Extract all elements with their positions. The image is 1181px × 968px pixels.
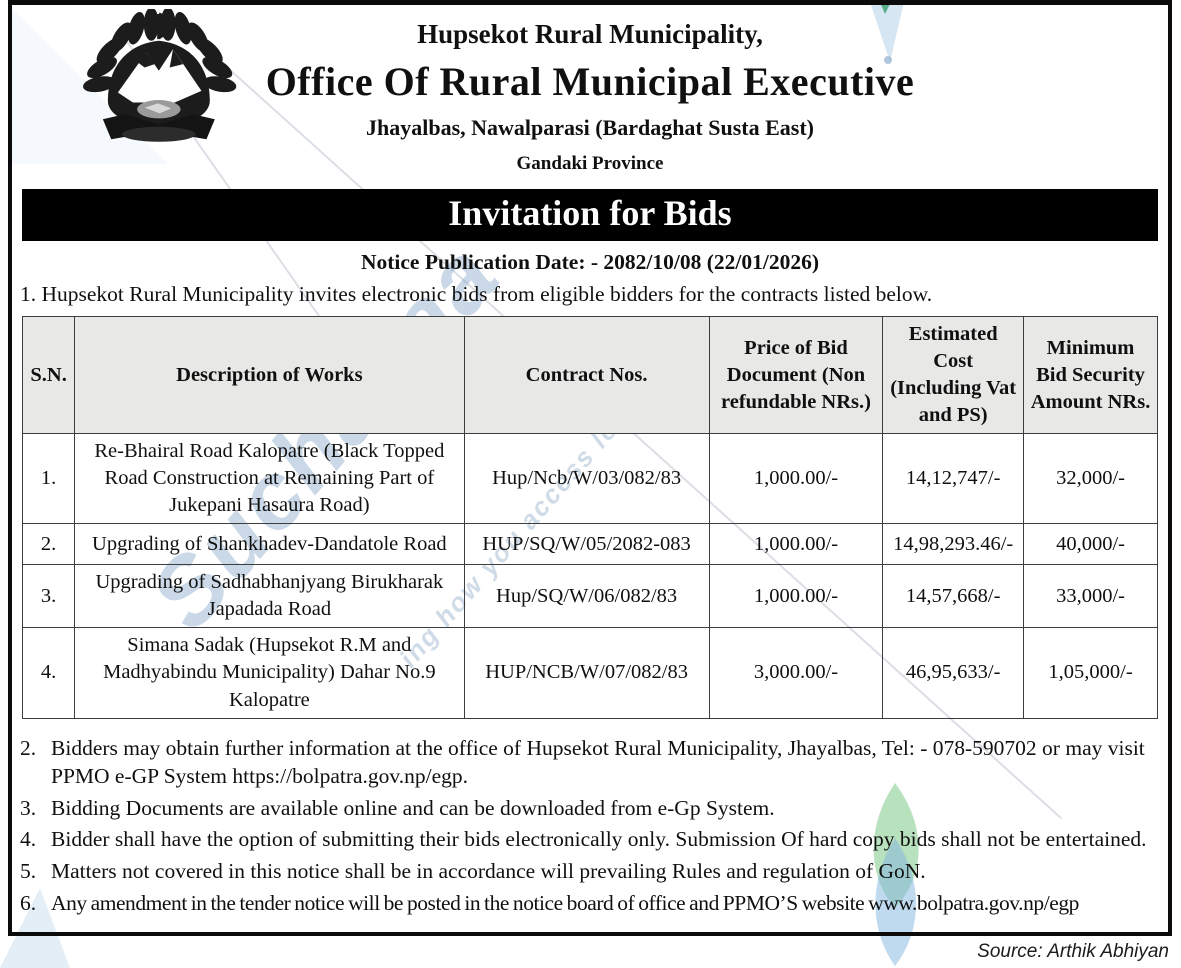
header-bid-security: Minimum Bid Security Amount NRs. [1023, 315, 1158, 435]
term-number: 2. [20, 735, 37, 760]
office-title: Office Of Rural Municipal Executive [265, 59, 915, 104]
cell-contract-no: HUP/SQ/W/05/2082-083 [463, 523, 710, 566]
hupsekot-municipality-emblem-logo [83, 9, 237, 142]
cell-sn: 2. [21, 523, 76, 566]
cell-estimated-cost: 14,98,293.46/- [882, 523, 1025, 566]
notice-header: Hupsekot Rural Municipality, Office Of R… [12, 5, 1168, 175]
header-contract-nos: Contract Nos. [463, 315, 710, 435]
table-row: 4. Simana Sadak (Hupsekot R.M and Madhya… [21, 627, 1158, 719]
term-text: Any amendment in the tender notice will … [51, 890, 1079, 915]
cell-sn: 1. [21, 433, 76, 525]
header-sn: S.N. [21, 315, 76, 435]
cell-sn: 4. [21, 627, 76, 719]
intro-paragraph: 1. Hupsekot Rural Municipality invites e… [20, 282, 933, 306]
table-row: 3. Upgrading of Sadhabhanjyang Birukhara… [21, 564, 1158, 629]
cell-price: 1,000.00/- [708, 523, 884, 566]
term-number: 4. [20, 827, 37, 852]
term-number: 3. [20, 795, 37, 820]
term-number: 5. [20, 858, 37, 883]
bids-table: S.N. Description of Works Contract Nos. … [21, 315, 1158, 719]
province-name: Gandaki Province [516, 153, 664, 174]
invitation-banner-title: Invitation for Bids [22, 189, 1158, 241]
term-text: Bidder shall have the option of submitti… [51, 827, 1147, 852]
notice-document: Hupsekot Rural Municipality, Office Of R… [8, 0, 1172, 936]
org-name: Hupsekot Rural Municipality, [417, 19, 763, 49]
cell-description: Re-Bhairal Road Kalopatre (Black Topped … [74, 433, 465, 525]
cell-bid-security: 1,05,000/- [1023, 627, 1158, 719]
cell-bid-security: 40,000/- [1023, 523, 1158, 566]
term-text: Bidders may obtain further information a… [51, 735, 1145, 789]
cell-contract-no: Hup/SQ/W/06/082/83 [463, 564, 710, 629]
cell-estimated-cost: 46,95,633/- [882, 627, 1025, 719]
cell-contract-no: Hup/Ncb/W/03/082/83 [463, 433, 710, 525]
header-estimated-cost: Estimated Cost (Including Vat and PS) [882, 315, 1025, 435]
office-address: Jhayalbas, Nawalparasi (Bardaghat Susta … [365, 115, 814, 140]
term-text: Bidding Documents are available online a… [51, 795, 775, 820]
header-price: Price of Bid Document (Non refundable NR… [708, 315, 884, 435]
cell-estimated-cost: 14,12,747/- [882, 433, 1025, 525]
cell-description: Upgrading of Sadhabhanjyang Birukharak J… [74, 564, 465, 629]
cell-description: Simana Sadak (Hupsekot R.M and Madhyabin… [74, 627, 465, 719]
cell-estimated-cost: 14,57,668/- [882, 564, 1025, 629]
term-item-3: 3. Bidding Documents are available onlin… [20, 794, 1158, 823]
source-attribution: Source: Arthik Abhiyan [977, 941, 1169, 962]
cell-description: Upgrading of Shankhadev-Dandatole Road [74, 523, 465, 566]
cell-price: 1,000.00/- [708, 433, 884, 525]
term-item-6: 6. Any amendment in the tender notice wi… [20, 889, 1158, 918]
publication-date: Notice Publication Date: - 2082/10/08 (2… [360, 250, 819, 274]
cell-bid-security: 33,000/- [1023, 564, 1158, 629]
term-item-2: 2. Bidders may obtain further informatio… [20, 734, 1158, 791]
term-item-4: 4. Bidder shall have the option of submi… [20, 825, 1158, 854]
cell-price: 3,000.00/- [708, 627, 884, 719]
cell-bid-security: 32,000/- [1023, 433, 1158, 525]
table-row: 1. Re-Bhairal Road Kalopatre (Black Topp… [21, 433, 1158, 525]
terms-list: 2. Bidders may obtain further informatio… [20, 734, 1158, 918]
cell-contract-no: HUP/NCB/W/07/082/83 [463, 627, 710, 719]
term-number: 6. [20, 890, 37, 915]
term-item-5: 5. Matters not covered in this notice sh… [20, 857, 1158, 886]
cell-price: 1,000.00/- [708, 564, 884, 629]
table-header-row: S.N. Description of Works Contract Nos. … [21, 315, 1158, 435]
header-description: Description of Works [74, 315, 465, 435]
term-text: Matters not covered in this notice shall… [51, 858, 926, 883]
table-row: 2. Upgrading of Shankhadev-Dandatole Roa… [21, 523, 1158, 566]
cell-sn: 3. [21, 564, 76, 629]
